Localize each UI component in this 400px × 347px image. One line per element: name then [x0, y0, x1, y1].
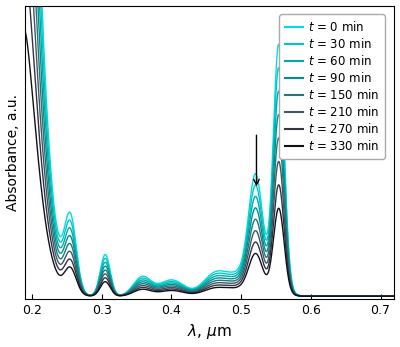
Y-axis label: Absorbance, a.u.: Absorbance, a.u. [6, 94, 20, 211]
Legend: $t$ = 0 min, $t$ = 30 min, $t$ = 60 min, $t$ = 90 min, $t$ = 150 min, $t$ = 210 : $t$ = 0 min, $t$ = 30 min, $t$ = 60 min,… [279, 14, 385, 159]
X-axis label: $\lambda$, $\mu$m: $\lambda$, $\mu$m [188, 322, 232, 341]
